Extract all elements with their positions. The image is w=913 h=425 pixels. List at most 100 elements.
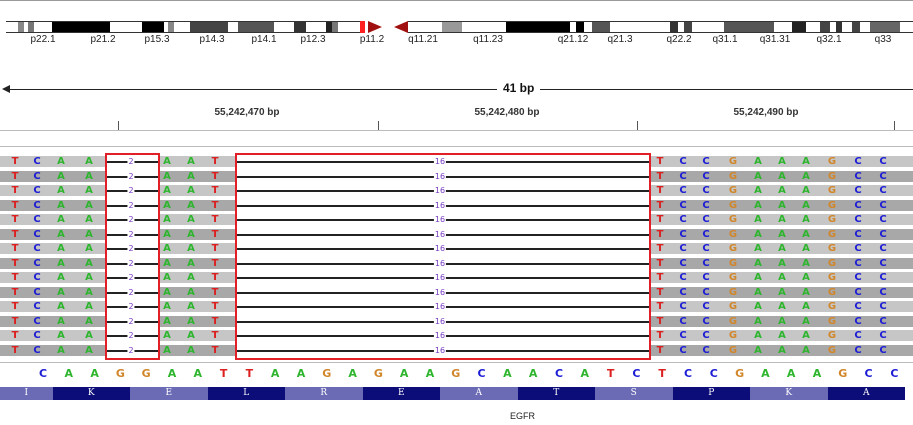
read-row[interactable]: T C A A A A T T C C G A A A G C C 2 16 [0,272,913,284]
read-base: A [187,257,195,269]
reference-base: C [864,367,873,380]
chromosome-ideogram[interactable] [0,21,913,33]
read-base: A [85,330,93,341]
amino-acid-cell: I [0,387,53,400]
read-base: T [211,170,219,182]
read-segment [160,228,237,240]
read-segment [0,330,107,341]
read-base: G [827,199,837,211]
reference-base: C [554,367,564,380]
read-base: G [827,344,837,356]
cytoband-label: p15.3 [144,34,170,45]
read-base: A [57,214,65,225]
read-base: A [57,228,65,240]
read-base: A [163,330,171,341]
read-base: A [754,257,762,269]
read-base: T [211,185,219,196]
read-base: A [778,257,786,269]
read-row[interactable]: T C A A A A T T C C G A A A G C C 2 16 [0,257,913,270]
read-base: C [33,228,41,240]
read-segment [160,330,237,341]
read-row[interactable]: T C A A A A T T C C G A A A G C C 2 16 [0,243,913,255]
read-base: C [854,272,862,283]
cytoband [174,21,190,33]
read-base: A [163,228,171,240]
read-base: A [85,156,93,167]
read-base: A [163,199,171,211]
read-base: A [187,156,195,167]
read-row[interactable]: T C A A A A T T C C G A A A G C C 2 16 [0,286,913,299]
deletion-highlight-box [235,153,651,360]
reference-base: G [838,367,848,380]
read-base: A [802,170,810,182]
cytoband [168,21,174,33]
deletion-length-label: 2 [127,157,135,166]
read-base: T [656,315,664,327]
cytoband-label: q11.21 [408,34,438,45]
deletion-length-label: 2 [127,331,135,340]
read-base: C [854,228,862,240]
read-base: T [11,344,19,356]
read-base: A [187,315,195,327]
read-base: A [187,170,195,182]
read-base: A [163,344,171,356]
read-base: A [85,286,93,298]
read-row[interactable]: T C A A A A T T C C G A A A G C C 2 16 [0,170,913,183]
read-row[interactable]: T C A A A A T T C C G A A A G C C 2 16 [0,301,913,313]
cytoband [678,21,684,33]
cytoband [462,21,506,33]
read-row[interactable]: T C A A A A T T C C G A A A G C C 2 16 [0,156,913,168]
read-base: A [85,214,93,225]
reference-base: A [64,367,74,380]
read-base: C [879,199,887,211]
read-base: C [33,257,41,269]
read-base: C [33,272,41,283]
read-row[interactable]: T C A A A A T T C C G A A A G C C 2 16 [0,228,913,241]
read-row[interactable]: T C A A A A T T C C G A A A G C C 2 16 [0,315,913,328]
read-row[interactable]: T C A A A A T T C C G A A A G C C 2 16 [0,344,913,357]
read-base: C [879,257,887,269]
gene-label[interactable]: EGFR [510,411,536,421]
read-base: A [802,301,810,312]
read-base: T [656,199,664,211]
amino-acid-cell: K [750,387,828,400]
read-base: C [702,243,710,254]
read-base: A [57,257,65,269]
read-base: G [827,330,837,341]
read-base: G [728,315,738,327]
read-base: A [754,185,762,196]
read-base: A [754,330,762,341]
read-row[interactable]: T C A A A A T T C C G A A A G C C 2 16 [0,214,913,226]
read-base: A [85,315,93,327]
read-base: C [33,330,41,341]
read-base: C [702,199,710,211]
amino-acid-cell: A [440,387,518,400]
read-base: C [702,257,710,269]
cytoband [684,21,692,33]
reference-base: T [658,367,666,380]
read-row[interactable]: T C A A A A T T C C G A A A G C C 2 16 [0,199,913,212]
read-base: A [163,243,171,254]
read-base: T [656,228,664,240]
reference-base: A [399,367,409,380]
read-segment [650,243,913,254]
read-base: G [827,185,837,196]
read-base: C [879,185,887,196]
ruler-tick [637,121,638,130]
cytoband [52,21,110,33]
read-row[interactable]: T C A A A A T T C C G A A A G C C 2 16 [0,185,913,197]
read-base: C [679,301,687,312]
deletion-length-label: 16 [433,258,447,268]
read-segment [0,286,107,298]
reference-base: G [735,367,745,380]
read-base: C [679,315,687,327]
reference-base: C [38,367,48,380]
read-base: A [802,257,810,269]
read-base: C [854,243,862,254]
cytoband-label: q11.23 [473,34,503,45]
amino-acid-cell: L [207,387,285,400]
read-base: G [728,214,738,225]
read-row[interactable]: T C A A A A T T C C G A A A G C C 2 16 [0,330,913,342]
deletion-length-label: 16 [433,200,447,210]
reference-base: C [632,367,641,380]
